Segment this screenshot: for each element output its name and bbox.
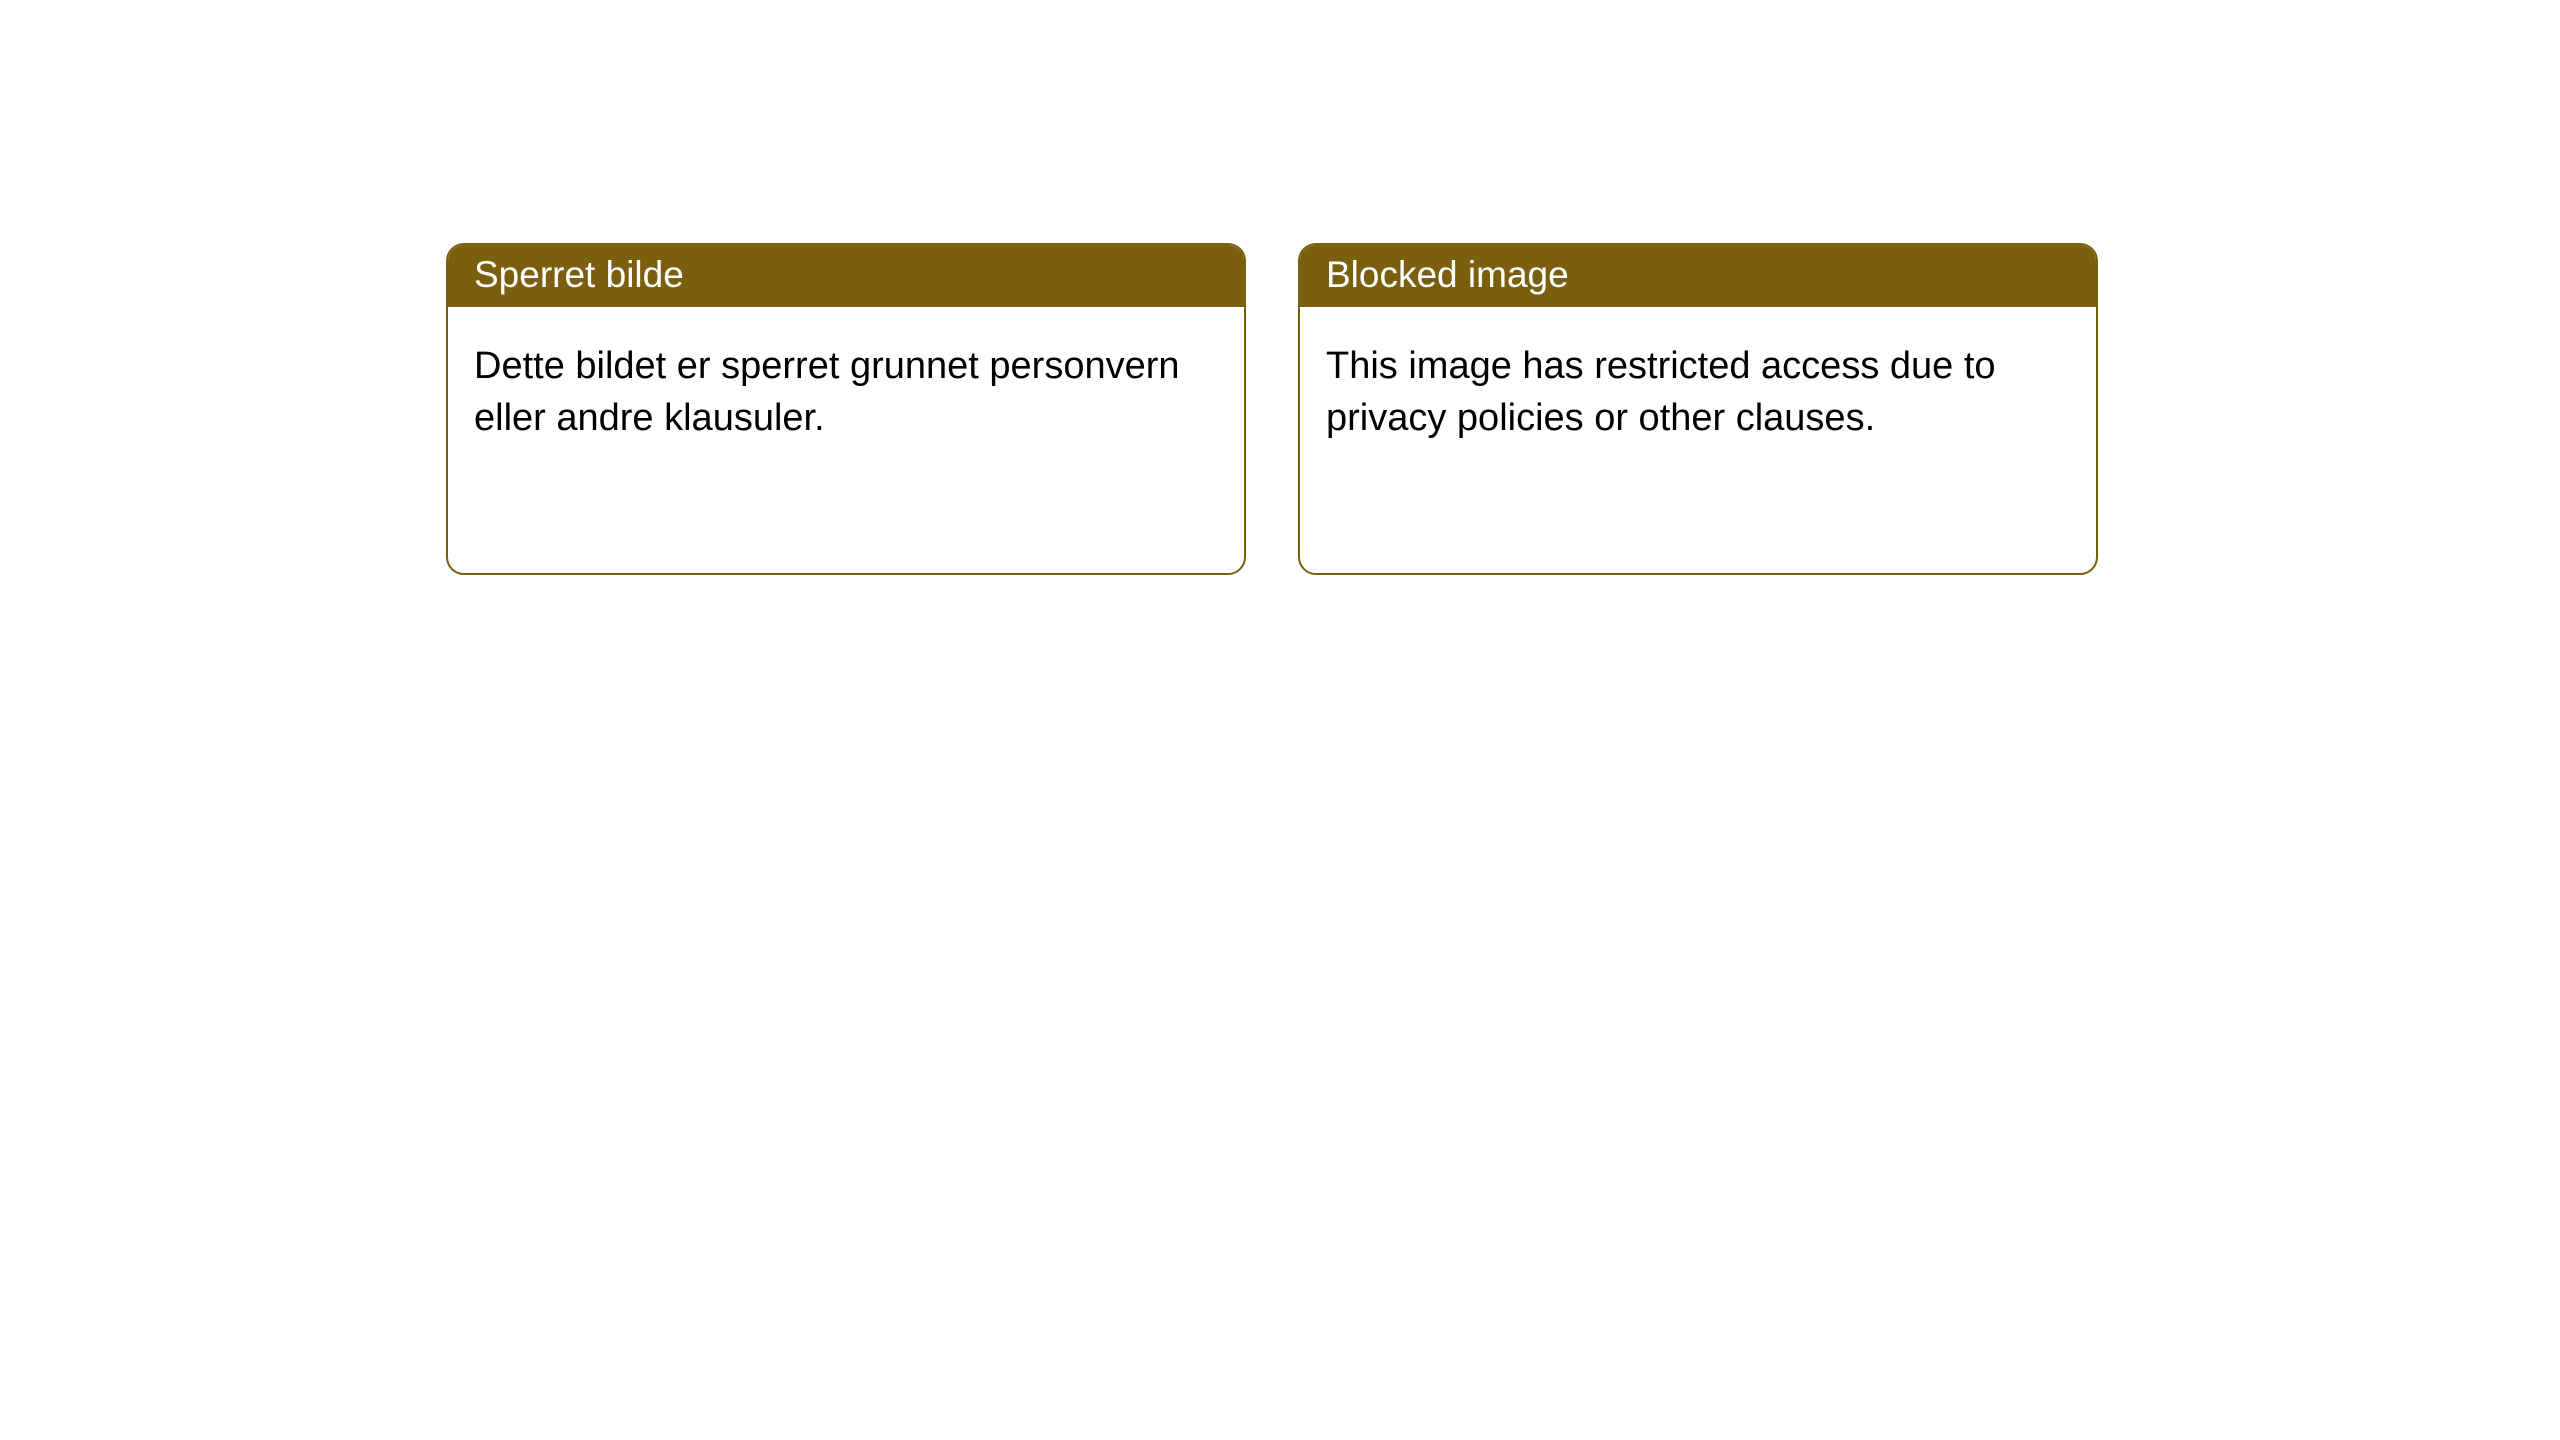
- notice-container: Sperret bilde Dette bildet er sperret gr…: [0, 0, 2560, 575]
- notice-body: This image has restricted access due to …: [1300, 307, 2096, 478]
- notice-title: Sperret bilde: [474, 254, 684, 295]
- notice-header: Blocked image: [1300, 245, 2096, 307]
- notice-message: This image has restricted access due to …: [1326, 345, 1996, 438]
- notice-header: Sperret bilde: [448, 245, 1244, 307]
- notice-message: Dette bildet er sperret grunnet personve…: [474, 345, 1180, 438]
- notice-card-english: Blocked image This image has restricted …: [1298, 243, 2098, 575]
- notice-title: Blocked image: [1326, 254, 1569, 295]
- notice-card-norwegian: Sperret bilde Dette bildet er sperret gr…: [446, 243, 1246, 575]
- notice-body: Dette bildet er sperret grunnet personve…: [448, 307, 1244, 478]
